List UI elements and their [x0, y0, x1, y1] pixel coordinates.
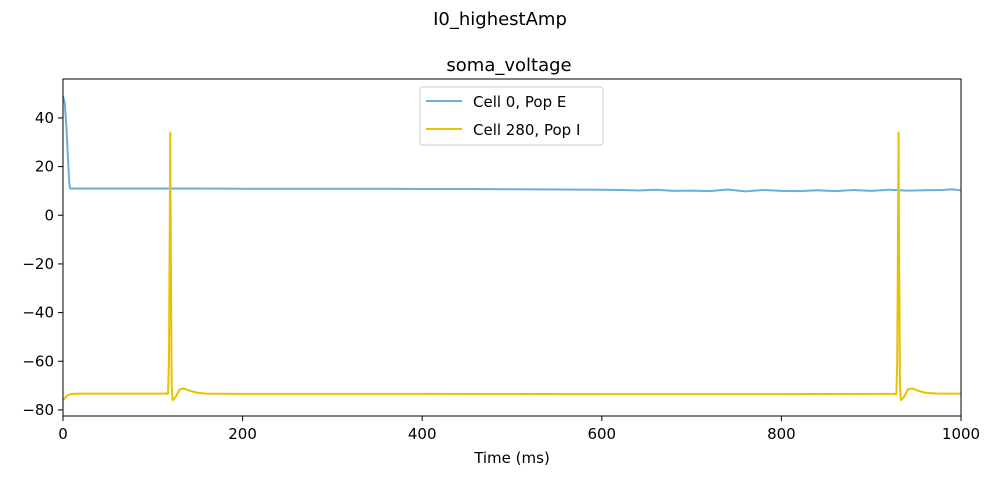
x-tick-label: 400 — [408, 425, 437, 443]
x-axis-ticks: 0 200 400 600 800 1000 — [58, 416, 980, 443]
y-tick-label: 20 — [35, 158, 54, 176]
series-layer — [62, 95, 962, 402]
x-axis-label: Time (ms) — [473, 449, 550, 467]
y-axis-ticks: 40 20 0 −20 −40 −60 −80 — [22, 109, 63, 419]
y-tick-label: −60 — [22, 352, 54, 370]
legend-label-cell-280: Cell 280, Pop I — [473, 121, 580, 139]
legend-box — [419, 86, 604, 146]
x-tick-label: 0 — [58, 425, 68, 443]
axes-frame — [62, 78, 962, 417]
y-tick-label: 40 — [35, 109, 54, 127]
x-tick-label: 1000 — [942, 425, 980, 443]
y-tick-label: −20 — [22, 255, 54, 273]
chart-title: soma_voltage — [446, 55, 571, 76]
legend-label-cell-0: Cell 0, Pop E — [473, 93, 566, 111]
y-tick-label: 0 — [44, 206, 54, 224]
y-tick-label: −80 — [22, 401, 54, 419]
x-tick-label: 800 — [767, 425, 796, 443]
legend: Cell 0, Pop E Cell 280, Pop I — [419, 86, 604, 146]
x-tick-label: 200 — [228, 425, 257, 443]
figure-suptitle: I0_highestAmp — [433, 9, 567, 30]
series-line-1 — [62, 131, 961, 402]
x-tick-label: 600 — [587, 425, 616, 443]
y-tick-label: −40 — [22, 304, 54, 322]
series-line-0 — [62, 95, 962, 193]
